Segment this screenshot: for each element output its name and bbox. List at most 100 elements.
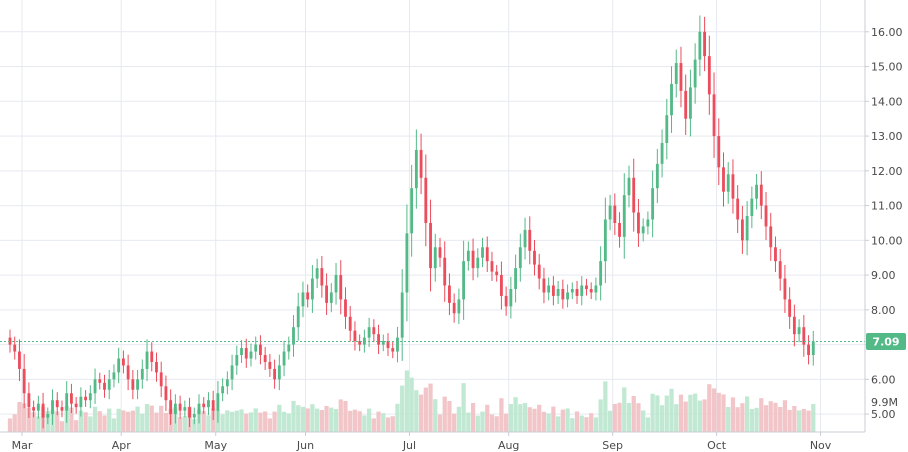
candle-body [178,403,182,411]
candle-body [41,403,45,418]
volume-bar [329,407,334,432]
price-axis[interactable]: 5.006.007.008.009.0010.0011.0012.0013.00… [865,26,903,421]
candle-body [18,351,21,369]
volume-bar [366,408,372,432]
candle-body [603,219,607,262]
volume-bar [740,403,745,432]
candle-body [585,285,588,289]
candle-body [400,292,404,338]
candle-body [65,393,69,411]
price-tick-label: 15.00 [871,61,903,74]
candle-body [46,414,50,418]
volume-bar [201,411,206,432]
volume-bar [135,406,140,432]
candle-body [575,288,579,296]
candle-body [121,358,125,366]
price-tick-label: 10.00 [871,234,903,247]
volume-bar [395,403,400,432]
volume-bar [782,400,788,432]
candle-body [164,386,168,401]
price-tick-label: 16.00 [871,26,903,39]
volume-bar [267,418,273,432]
candle-body [301,292,305,307]
candle-body [788,299,792,317]
candle-body [74,403,78,408]
volume-bar [291,401,296,432]
candle-body [235,355,239,366]
volume-bar [735,407,740,432]
volume-bar [107,408,112,432]
volume-bar [12,414,17,432]
candle-body [60,407,64,411]
candle-body [188,407,191,418]
volume-bar [423,387,428,432]
candle-body [693,59,697,88]
volume-bar [338,399,343,432]
candle-body [679,63,683,91]
candle-body [216,393,220,411]
volume-bar [376,411,381,432]
volume-bar [92,406,98,432]
candle-body [173,403,177,415]
time-axis[interactable]: Mar Apr May Jun Jul Aug Sep Oct Nov [12,432,832,452]
candle-body [736,198,740,220]
candle-body [438,247,442,258]
candle-body [689,87,692,119]
candle-body [566,292,569,300]
candle-body [802,327,806,345]
candle-body [88,393,92,401]
candle-body [759,184,763,206]
candle-body [651,188,655,220]
grid [0,0,865,432]
last-price-badge: 7.09 [866,332,906,350]
candle-body [660,143,664,164]
candle-body [381,341,385,345]
volume-bar [636,403,641,432]
candle-body [263,355,267,362]
candle-body [79,396,83,408]
candle-body [51,400,54,415]
candle-body [495,271,499,276]
volume-bar [773,402,778,432]
volume-bar [310,404,315,432]
candle-body [159,372,163,387]
candle-body [740,219,744,241]
volume-bar [631,396,636,432]
time-tick-label: Jun [296,439,314,452]
candle-body [485,247,489,262]
candle-body [112,372,116,380]
volume-bar [381,413,386,432]
last-price-label: 7.09 [872,335,899,348]
volume-bar [759,398,764,432]
volume-bar [579,415,584,432]
volume-bar [348,410,353,432]
candle-body [372,327,376,335]
volume-bar [655,395,660,432]
candle-body [523,229,527,248]
volume-bar [683,401,688,432]
volume-bar [664,395,669,432]
volume-bar [669,388,674,432]
candle-body [655,163,659,189]
candle-body [131,379,135,390]
candle-body [98,379,102,383]
volume-bar [97,411,102,432]
candle-body [249,351,253,359]
candle-body [448,285,451,303]
candle-body [641,226,645,234]
candle-body [750,198,754,216]
candle-body [358,341,362,345]
candle-body [481,247,484,258]
volume-bar [551,406,556,432]
candle-body [722,167,725,192]
volume-bar [645,417,651,432]
volume-bar [792,406,797,432]
candle-body [405,233,409,293]
candle-body [774,247,777,262]
candle-body [84,396,88,401]
candle-body [386,341,390,349]
volume-bar [220,414,225,432]
volume-bar [565,408,570,432]
volume-bar [371,418,376,432]
